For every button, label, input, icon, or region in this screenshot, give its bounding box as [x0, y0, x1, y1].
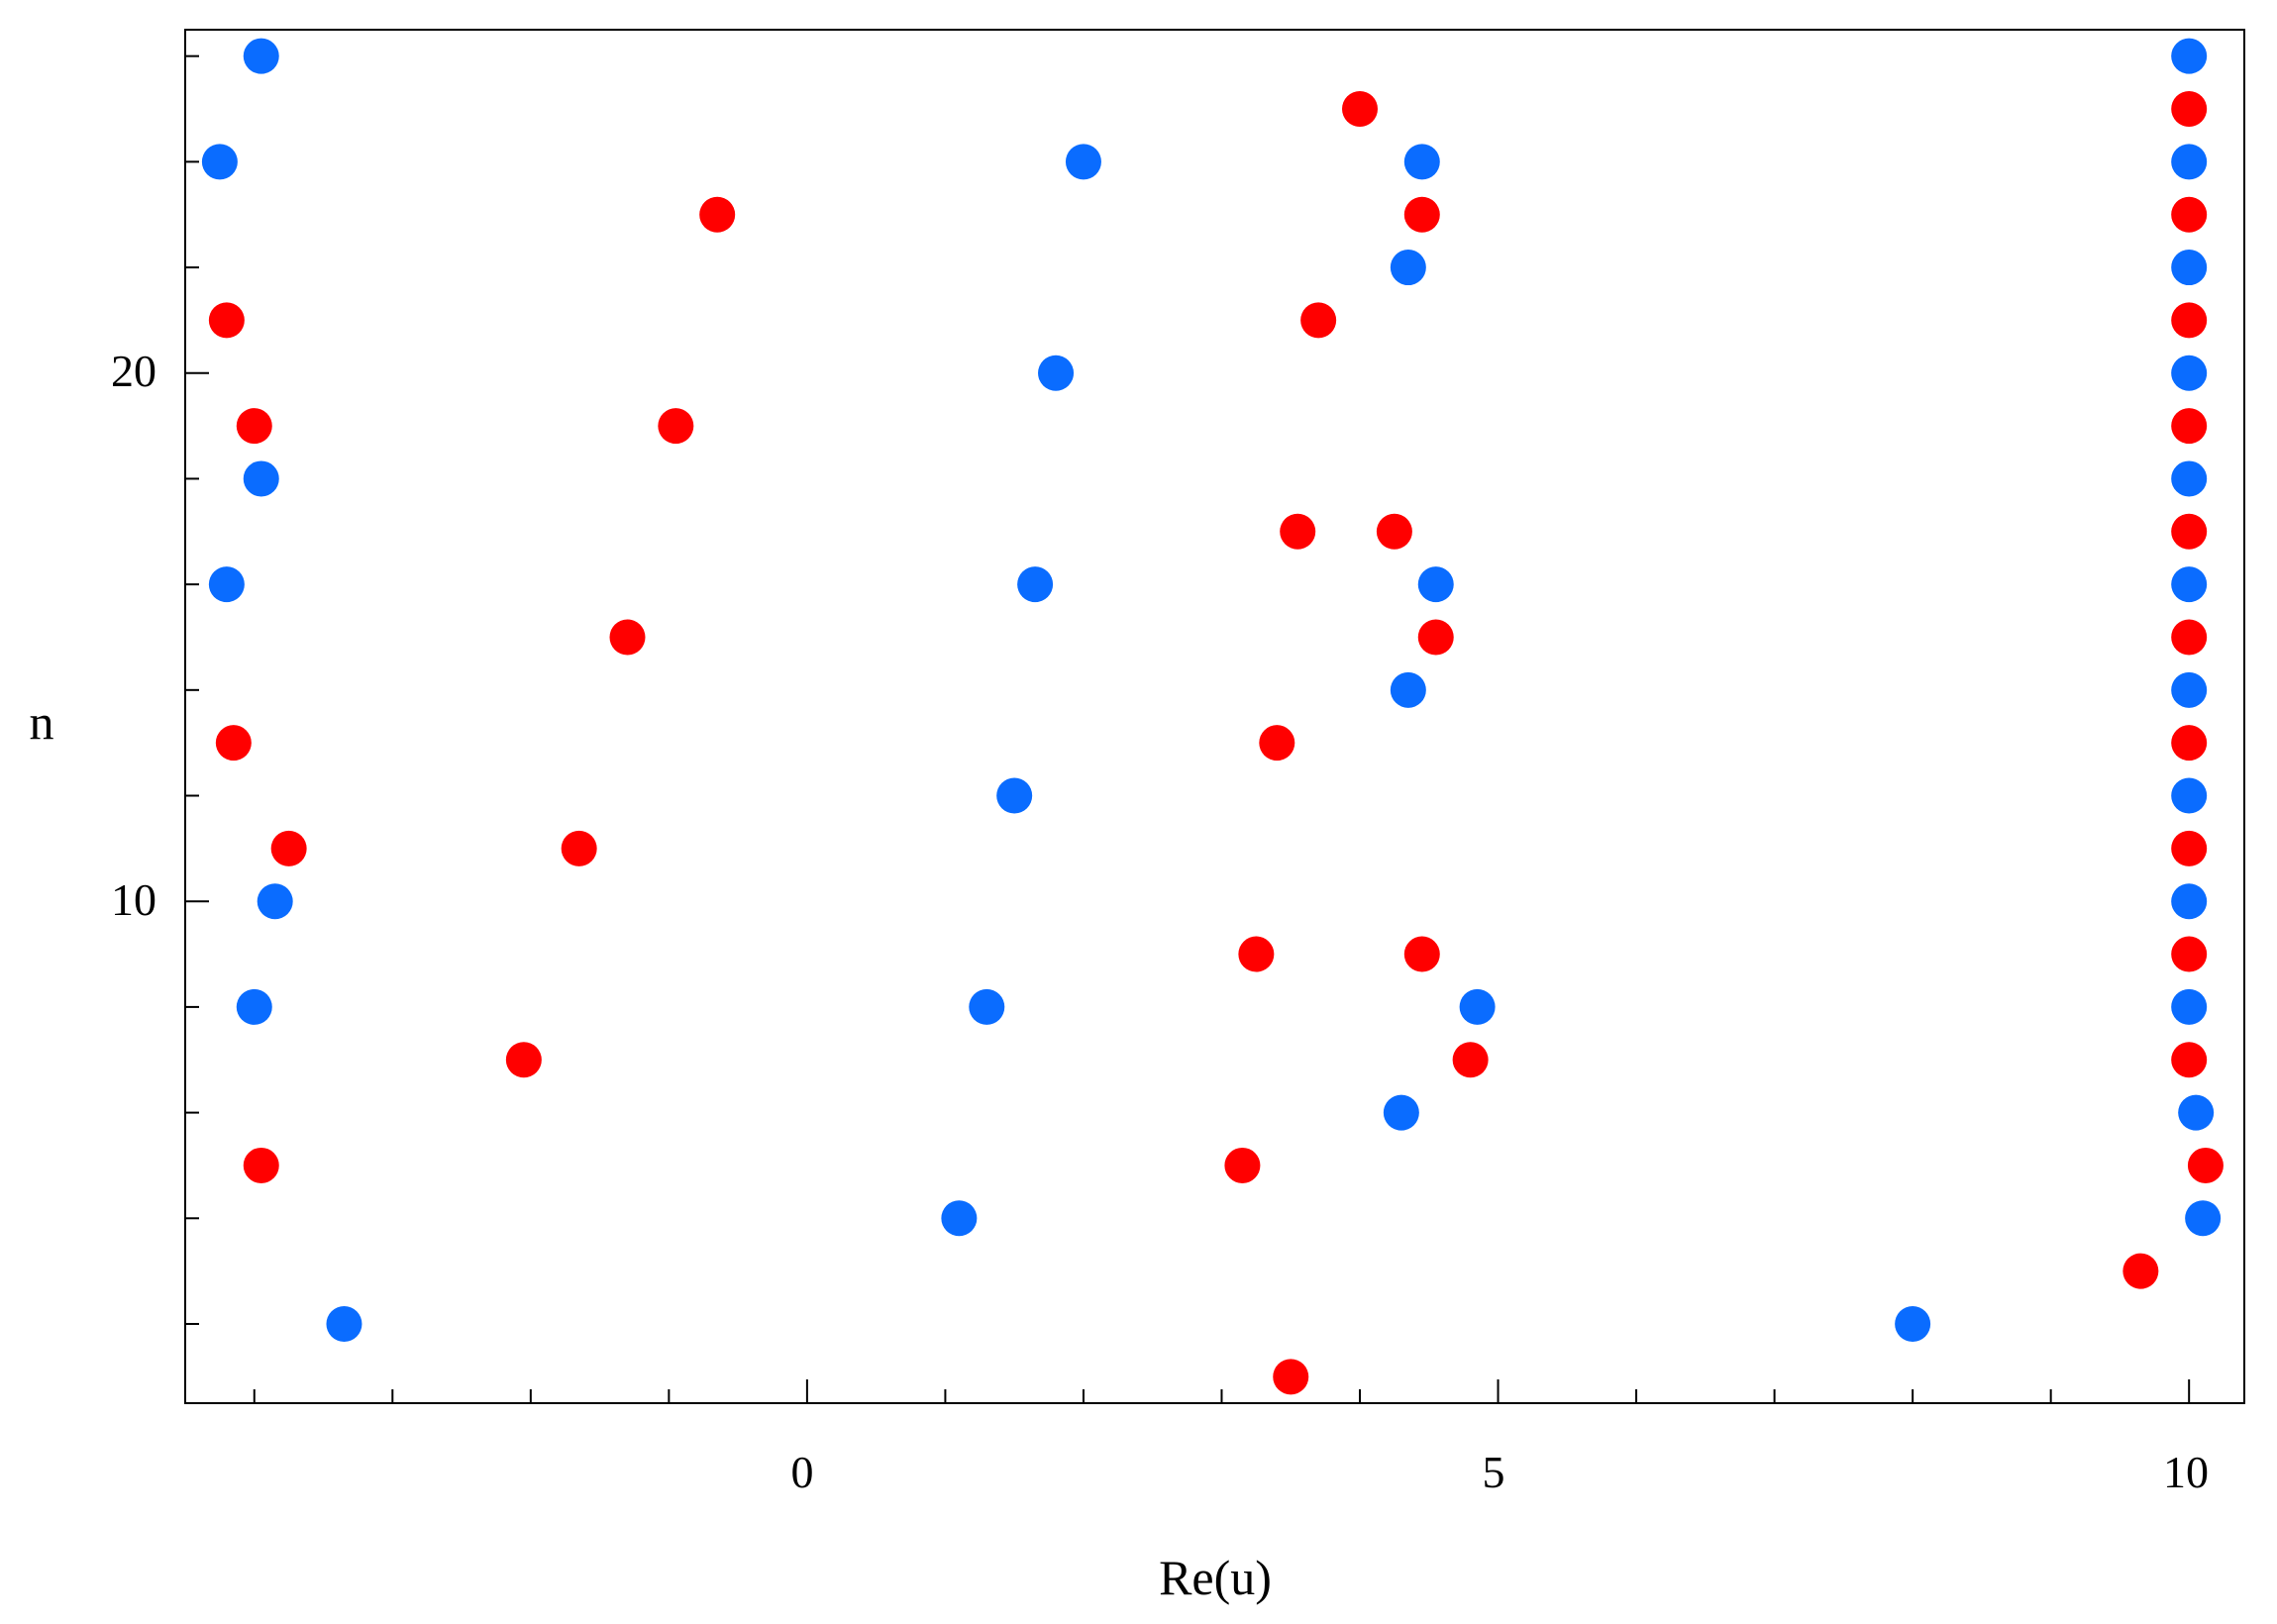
point-series1-7	[2171, 619, 2208, 656]
point-series0-26	[1038, 355, 1075, 391]
point-series1-24	[1417, 619, 1454, 656]
x-tick-label-5: 5	[1483, 1447, 1505, 1497]
point-series0-20	[996, 777, 1033, 814]
point-series1-14	[1224, 1147, 1261, 1183]
axis-ticks	[185, 54, 2191, 1403]
point-series1-25	[1280, 513, 1316, 550]
point-series0-7	[2171, 566, 2208, 603]
point-series0-24	[1417, 566, 1454, 603]
point-series1-29	[208, 302, 245, 339]
point-series1-22	[1259, 725, 1295, 761]
point-series0-22	[208, 566, 245, 603]
data-points	[201, 38, 2224, 1395]
point-series0-25	[243, 460, 279, 497]
point-series1-16	[1452, 1042, 1489, 1078]
point-series0-8	[2171, 460, 2208, 497]
point-series0-5	[2171, 777, 2208, 814]
point-series0-15	[1383, 1094, 1419, 1131]
point-series0-13	[326, 1305, 362, 1342]
point-series1-4	[2171, 936, 2208, 972]
point-series1-2	[2187, 1147, 2224, 1183]
point-series1-15	[505, 1042, 542, 1078]
point-series1-26	[1376, 513, 1412, 550]
point-series0-19	[257, 883, 293, 920]
y-tick-label-20: 20	[111, 346, 156, 396]
point-series0-10	[2171, 250, 2208, 286]
point-series0-0	[1895, 1305, 1931, 1342]
point-series1-21	[215, 725, 252, 761]
point-series1-1	[2122, 1253, 2159, 1289]
y-axis-label: n	[30, 694, 54, 750]
point-series0-12	[2171, 38, 2208, 74]
point-series1-3	[2171, 1042, 2208, 1078]
point-series1-17	[1238, 936, 1275, 972]
point-series1-20	[561, 830, 597, 866]
point-series0-9	[2171, 355, 2208, 391]
point-series0-4	[2171, 883, 2208, 920]
y-tick-label-10: 10	[111, 874, 156, 925]
point-series1-33	[1342, 91, 1379, 128]
point-series0-31	[243, 38, 279, 74]
point-series0-2	[2178, 1094, 2215, 1131]
point-series1-31	[699, 196, 736, 233]
point-series0-14	[941, 1200, 978, 1237]
x-tick-label-0: 0	[791, 1447, 814, 1497]
point-series1-10	[2171, 302, 2208, 339]
point-series1-8	[2171, 513, 2208, 550]
point-series1-30	[1300, 302, 1337, 339]
point-series1-13	[243, 1147, 279, 1183]
x-tick-label-10: 10	[2163, 1447, 2209, 1497]
point-series0-17	[969, 988, 1005, 1025]
point-series1-6	[2171, 725, 2208, 761]
point-series0-16	[236, 988, 272, 1025]
point-series0-1	[2185, 1200, 2222, 1237]
point-series1-18	[1403, 936, 1440, 972]
point-series0-29	[1065, 144, 1101, 180]
point-series1-27	[236, 408, 272, 445]
point-series1-32	[1403, 196, 1440, 233]
point-series0-18	[1459, 988, 1496, 1025]
point-series1-23	[609, 619, 646, 656]
point-series1-9	[2171, 408, 2208, 445]
point-series0-11	[2171, 144, 2208, 180]
point-series1-0	[1273, 1359, 1309, 1395]
point-series0-27	[1390, 250, 1426, 286]
point-series1-11	[2171, 196, 2208, 233]
point-series0-30	[1403, 144, 1440, 180]
point-series1-5	[2171, 830, 2208, 866]
point-series1-28	[658, 408, 694, 445]
point-series0-21	[1390, 671, 1426, 708]
point-series0-6	[2171, 671, 2208, 708]
point-series0-28	[201, 144, 238, 180]
tick-labels: 0 5 10 10 20	[111, 346, 2209, 1497]
point-series0-23	[1017, 566, 1054, 603]
x-axis-label: Re(u)	[1159, 1550, 1272, 1605]
point-series1-19	[270, 830, 307, 866]
point-series1-12	[2171, 91, 2208, 128]
plot-frame	[184, 29, 2245, 1404]
point-series0-3	[2171, 988, 2208, 1025]
